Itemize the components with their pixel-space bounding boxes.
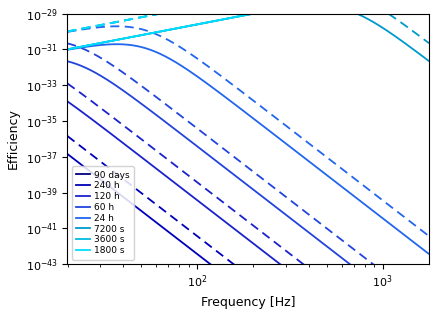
24 h <box>65 48 70 52</box>
90 days <box>221 298 227 302</box>
90 days <box>112 298 118 302</box>
90 days <box>65 298 70 302</box>
24 h <box>222 94 227 98</box>
240 h <box>254 298 259 302</box>
240 h <box>221 273 227 277</box>
1800 s <box>65 47 70 51</box>
120 h <box>65 100 70 103</box>
120 h <box>187 192 192 196</box>
7200 s <box>126 36 131 40</box>
24 h <box>126 43 131 47</box>
7200 s <box>187 24 192 28</box>
60 h <box>126 92 131 96</box>
90 days <box>255 298 260 302</box>
7200 s <box>262 10 268 14</box>
60 h <box>255 191 260 195</box>
1800 s <box>262 9 268 13</box>
24 h <box>262 126 268 130</box>
120 h <box>221 219 227 223</box>
3600 s <box>262 9 268 13</box>
7200 s <box>112 38 118 42</box>
1800 s <box>221 17 227 21</box>
90 days <box>187 298 192 302</box>
3600 s <box>255 11 260 15</box>
1800 s <box>187 24 192 28</box>
240 h <box>112 189 118 193</box>
Line: 120 h: 120 h <box>67 101 429 300</box>
Legend: 90 days, 240 h, 120 h, 60 h, 24 h, 7200 s, 3600 s, 1800 s: 90 days, 240 h, 120 h, 60 h, 24 h, 7200 … <box>72 166 134 260</box>
120 h <box>126 145 131 149</box>
1800 s <box>126 36 131 40</box>
24 h <box>187 69 192 73</box>
3600 s <box>426 9 432 13</box>
X-axis label: Frequency [Hz]: Frequency [Hz] <box>201 296 296 309</box>
1800 s <box>255 11 260 15</box>
Line: 60 h: 60 h <box>67 61 429 300</box>
60 h <box>112 83 118 87</box>
60 h <box>394 298 399 302</box>
90 days <box>262 298 268 302</box>
240 h <box>262 298 268 302</box>
Line: 7200 s: 7200 s <box>67 6 429 61</box>
7200 s <box>426 59 432 63</box>
60 h <box>65 59 70 63</box>
24 h <box>255 120 260 124</box>
240 h <box>255 298 260 302</box>
7200 s <box>255 11 260 15</box>
90 days <box>126 298 131 302</box>
7200 s <box>65 47 70 51</box>
3600 s <box>126 36 131 40</box>
120 h <box>426 298 432 302</box>
120 h <box>262 251 268 254</box>
120 h <box>255 245 260 249</box>
240 h <box>65 152 70 156</box>
3600 s <box>65 47 70 51</box>
3600 s <box>187 24 192 28</box>
7200 s <box>221 17 227 21</box>
240 h <box>187 246 192 250</box>
90 days <box>426 298 432 302</box>
Line: 3600 s: 3600 s <box>67 0 429 49</box>
60 h <box>221 165 227 169</box>
120 h <box>112 135 118 139</box>
120 h <box>324 298 329 302</box>
Y-axis label: Efficiency: Efficiency <box>7 108 20 169</box>
24 h <box>114 42 119 46</box>
240 h <box>126 199 131 203</box>
1800 s <box>112 38 118 42</box>
240 h <box>426 298 432 302</box>
Line: 1800 s: 1800 s <box>67 0 429 49</box>
60 h <box>187 138 192 142</box>
3600 s <box>221 17 227 21</box>
Line: 240 h: 240 h <box>67 154 429 300</box>
24 h <box>112 42 118 46</box>
3600 s <box>112 38 118 42</box>
24 h <box>426 252 432 256</box>
60 h <box>262 197 268 200</box>
60 h <box>426 298 432 302</box>
Line: 24 h: 24 h <box>67 44 429 254</box>
7200 s <box>314 4 320 8</box>
